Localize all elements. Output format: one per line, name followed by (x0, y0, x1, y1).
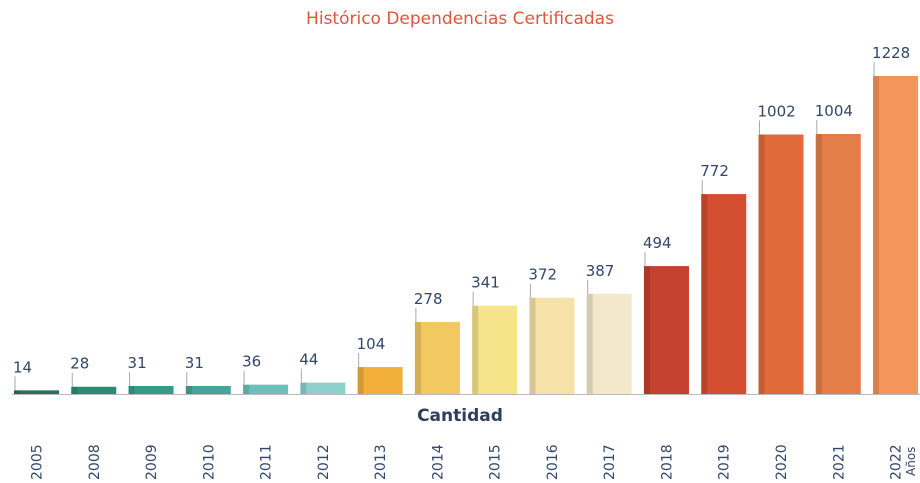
x-tick-label: 2016 (545, 444, 561, 480)
x-tick-label: 2020 (774, 444, 790, 480)
bar-shade (586, 293, 593, 394)
x-label: Cantidad (417, 406, 503, 426)
bar (414, 322, 460, 394)
x-tick-label: 2018 (659, 444, 675, 480)
bar (529, 297, 575, 394)
bar-shade (701, 194, 708, 394)
value-label: 341 (471, 274, 500, 292)
bar-shade (758, 134, 765, 395)
bar-shade (815, 134, 822, 394)
x-tick-label: 2005 (30, 444, 46, 480)
bar (185, 385, 231, 394)
x-tick-label: 2015 (488, 444, 504, 480)
bar (472, 305, 518, 394)
value-label: 44 (299, 351, 318, 369)
bar (128, 385, 174, 394)
bar (643, 266, 689, 394)
value-label: 36 (242, 353, 261, 371)
bar (701, 194, 747, 394)
value-label: 14 (13, 358, 32, 376)
bar (815, 134, 861, 394)
x-tick-label: 2011 (259, 444, 275, 480)
x-tick-label: 2014 (430, 444, 446, 480)
x-tick-label: 2013 (373, 444, 389, 480)
bar-shade (643, 266, 650, 394)
x-axis-label: Años (904, 447, 918, 476)
value-label: 1002 (758, 103, 796, 121)
value-label: 31 (185, 354, 204, 372)
bar-shade (529, 297, 536, 394)
bar-shade (71, 386, 78, 394)
bar-shade (873, 76, 880, 394)
value-label: 772 (700, 162, 729, 180)
x-tick-label: 2009 (144, 444, 160, 480)
value-label: 104 (357, 335, 386, 353)
value-label: 1004 (815, 102, 853, 120)
bar-shade (14, 390, 20, 394)
bar (71, 386, 117, 394)
chart-title: Histórico Dependencias Certificadas (306, 9, 614, 29)
bar-shade (185, 385, 192, 394)
bar-shade (414, 322, 421, 394)
bar (586, 293, 632, 394)
bar (873, 76, 919, 394)
value-label: 372 (528, 266, 557, 284)
x-tick-label: 2022 (889, 444, 905, 480)
bar-shade (357, 367, 364, 394)
value-label: 28 (70, 355, 89, 373)
bar (243, 384, 289, 394)
value-label: 31 (128, 354, 147, 372)
x-tick-label: 2010 (201, 444, 217, 480)
x-tick-label: 2012 (316, 444, 332, 480)
value-label: 387 (586, 262, 615, 280)
x-tick-label: 2021 (831, 444, 847, 480)
value-label: 1228 (872, 44, 910, 62)
bar-shade (128, 385, 135, 394)
value-label: 278 (414, 290, 443, 308)
x-tick-label: 2019 (717, 444, 733, 480)
x-tick-label: 2008 (87, 444, 103, 480)
bar (14, 390, 59, 394)
bar-shade (472, 305, 479, 394)
bar-shade (300, 382, 307, 394)
bar (300, 382, 346, 394)
bar (357, 367, 403, 394)
x-tick-label: 2017 (602, 444, 618, 480)
bar-shade (243, 384, 250, 394)
bar (758, 134, 804, 395)
value-label: 494 (643, 234, 672, 252)
